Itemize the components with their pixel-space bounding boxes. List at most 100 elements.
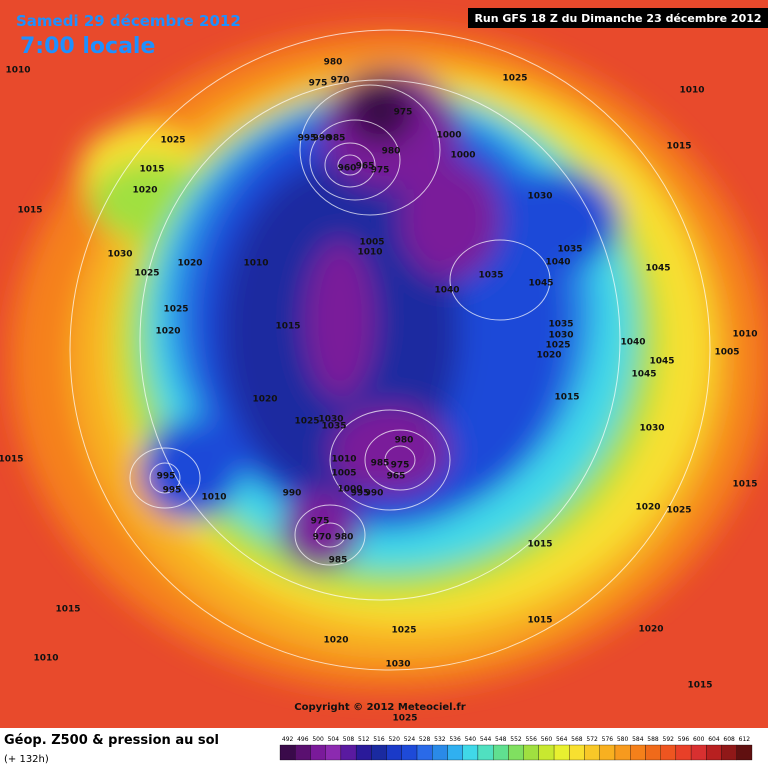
scale-swatch — [736, 744, 753, 761]
scale-label: 504 — [328, 736, 340, 743]
isobar-label: 980 — [324, 58, 343, 68]
scale-swatch — [447, 744, 463, 761]
isobar-label: 1025 — [545, 341, 570, 351]
scale-label: 548 — [495, 736, 507, 743]
scale-swatch — [295, 744, 311, 761]
isobar-label: 1040 — [434, 286, 459, 296]
isobar-label: 1015 — [687, 681, 712, 691]
isobar-label: 965 — [356, 162, 375, 172]
scale-swatch — [340, 744, 357, 761]
isobar-label: 1025 — [666, 506, 691, 516]
isobar-label: 1040 — [545, 258, 570, 268]
isobar-label: 980 — [382, 147, 401, 157]
scale-label: 536 — [449, 736, 461, 743]
legend-subtitle: (+ 132h) — [4, 754, 49, 765]
isobar-label: 1005 — [359, 238, 384, 248]
isobar-label: 1000 — [337, 485, 362, 495]
isobar-label: 1010 — [732, 330, 757, 340]
scale-swatch — [721, 744, 737, 761]
date: Samedi 29 décembre 2012 — [16, 12, 241, 30]
scale-swatch — [538, 744, 555, 761]
isobar-label: 1035 — [548, 320, 573, 330]
isobar-label: 1025 — [134, 269, 159, 279]
scale-swatch — [599, 744, 616, 761]
isobar-label: 995 — [351, 489, 370, 499]
scale-label: 528 — [419, 736, 431, 743]
scale-label: 552 — [510, 736, 522, 743]
scale-swatch — [325, 744, 342, 761]
scale-swatch — [675, 744, 692, 761]
scale-swatch — [462, 744, 479, 761]
scale-label: 568 — [571, 736, 583, 743]
time: 7:00 locale — [20, 34, 155, 59]
scale-label: 492 — [282, 736, 294, 743]
scale-label: 576 — [602, 736, 614, 743]
isobar-label: 1020 — [323, 636, 348, 646]
isobar-label: 995 — [298, 134, 317, 144]
scale-swatch — [584, 744, 600, 761]
isobar-label: 990 — [313, 134, 332, 144]
isobar-label: 1015 — [527, 616, 552, 626]
isobar-label: 1015 — [666, 142, 691, 152]
isobar-label: 1015 — [275, 322, 300, 332]
isobar-label: 985 — [371, 459, 390, 469]
scale-label: 580 — [617, 736, 629, 743]
isobar-label: 1030 — [318, 415, 343, 425]
scale-label: 500 — [312, 736, 324, 743]
scale-label: 512 — [358, 736, 370, 743]
scale-label: 564 — [556, 736, 568, 743]
isobar-label: 1045 — [528, 279, 553, 289]
isobar-label: 1015 — [55, 605, 80, 615]
scale-swatch — [630, 744, 646, 761]
scale-label: 524 — [404, 736, 416, 743]
scale-swatch — [355, 744, 372, 761]
scale-label: 600 — [693, 736, 705, 743]
isobar-label: 960 — [338, 164, 357, 174]
scale-swatch — [660, 744, 677, 761]
isobar-label: 975 — [309, 79, 328, 89]
copyright: Copyright © 2012 Meteociel.fr — [294, 702, 465, 713]
scale-swatch — [508, 744, 524, 761]
isobar-label: 1010 — [357, 248, 382, 258]
scale-swatch — [690, 744, 707, 761]
scale-label: 612 — [739, 736, 751, 743]
isobar-label: 1010 — [679, 86, 704, 96]
isobar-label: 1020 — [635, 503, 660, 513]
scale-label: 588 — [647, 736, 659, 743]
isobar-label: 1030 — [107, 250, 132, 260]
isobar-label: 975 — [394, 108, 413, 118]
scale-label: 496 — [297, 736, 309, 743]
isobar-label: 1000 — [450, 151, 475, 161]
isobar-label: 1030 — [639, 424, 664, 434]
isobar-label: 1020 — [252, 395, 277, 405]
isobar-label: 1020 — [132, 186, 157, 196]
isobar-label: 995 — [157, 472, 176, 482]
isobar-label: 1025 — [294, 417, 319, 427]
isobar-label: 1015 — [17, 206, 42, 216]
scale-label: 592 — [663, 736, 675, 743]
scale-label: 604 — [708, 736, 720, 743]
isobar-label: 975 — [371, 166, 390, 176]
scale-swatch — [371, 744, 387, 761]
isobar-label: 1015 — [554, 393, 579, 403]
isobar-label: 1035 — [478, 271, 503, 281]
scale-label: 608 — [723, 736, 735, 743]
isobar-label: 990 — [365, 489, 384, 499]
isobar-label: 1010 — [201, 493, 226, 503]
isobar-label: 1025 — [163, 305, 188, 315]
isobar-label: 1010 — [331, 455, 356, 465]
isobar-label: 1020 — [638, 625, 663, 635]
scale-swatch — [645, 744, 661, 761]
scale-label: 544 — [480, 736, 492, 743]
isobar-label: 965 — [387, 472, 406, 482]
isobar-label: 1010 — [243, 259, 268, 269]
isobar-label: 1045 — [631, 370, 656, 380]
isobar-label: 1030 — [527, 192, 552, 202]
isobar-label: 1015 — [139, 165, 164, 175]
scale-swatch — [416, 744, 433, 761]
scale-swatch — [553, 744, 570, 761]
scale-swatch — [432, 744, 448, 761]
scale-swatch — [310, 744, 326, 761]
